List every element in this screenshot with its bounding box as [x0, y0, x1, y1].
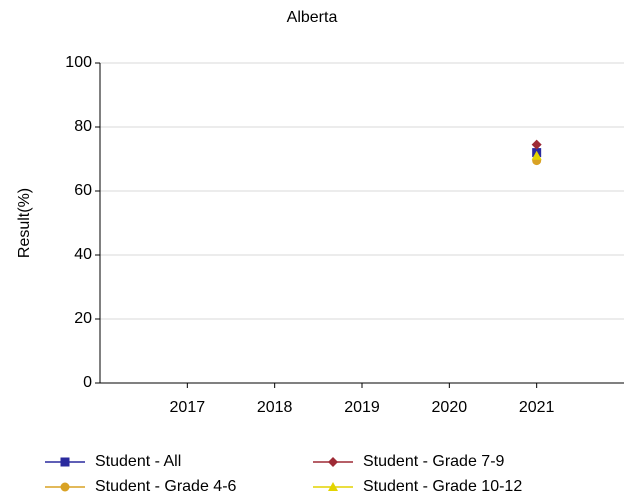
y-tick-label: 20	[74, 310, 92, 327]
legend-marker	[60, 482, 70, 492]
data-point	[531, 150, 542, 160]
y-tick-label: 80	[74, 118, 92, 135]
x-tick-label: 2020	[432, 399, 468, 416]
x-tick-label: 2018	[257, 399, 293, 416]
legend-label: Student - Grade 10-12	[363, 478, 522, 495]
y-axis-label: Result(%)	[16, 188, 33, 258]
data-point	[531, 139, 542, 150]
chart-title: Alberta	[287, 9, 338, 26]
legend-label: Student - Grade 4-6	[95, 478, 237, 495]
y-tick-label: 40	[74, 246, 92, 263]
legend-marker	[60, 457, 70, 467]
y-tick-label: 0	[83, 374, 92, 391]
y-tick-label: 100	[65, 54, 92, 71]
legend-marker	[328, 457, 338, 467]
x-tick-label: 2019	[344, 399, 380, 416]
x-tick-label: 2017	[170, 399, 206, 416]
legend-marker	[328, 482, 338, 491]
legend-label: Student - Grade 7-9	[363, 453, 505, 470]
legend-label: Student - All	[95, 453, 181, 470]
x-tick-label: 2021	[519, 399, 555, 416]
y-tick-label: 60	[74, 182, 92, 199]
